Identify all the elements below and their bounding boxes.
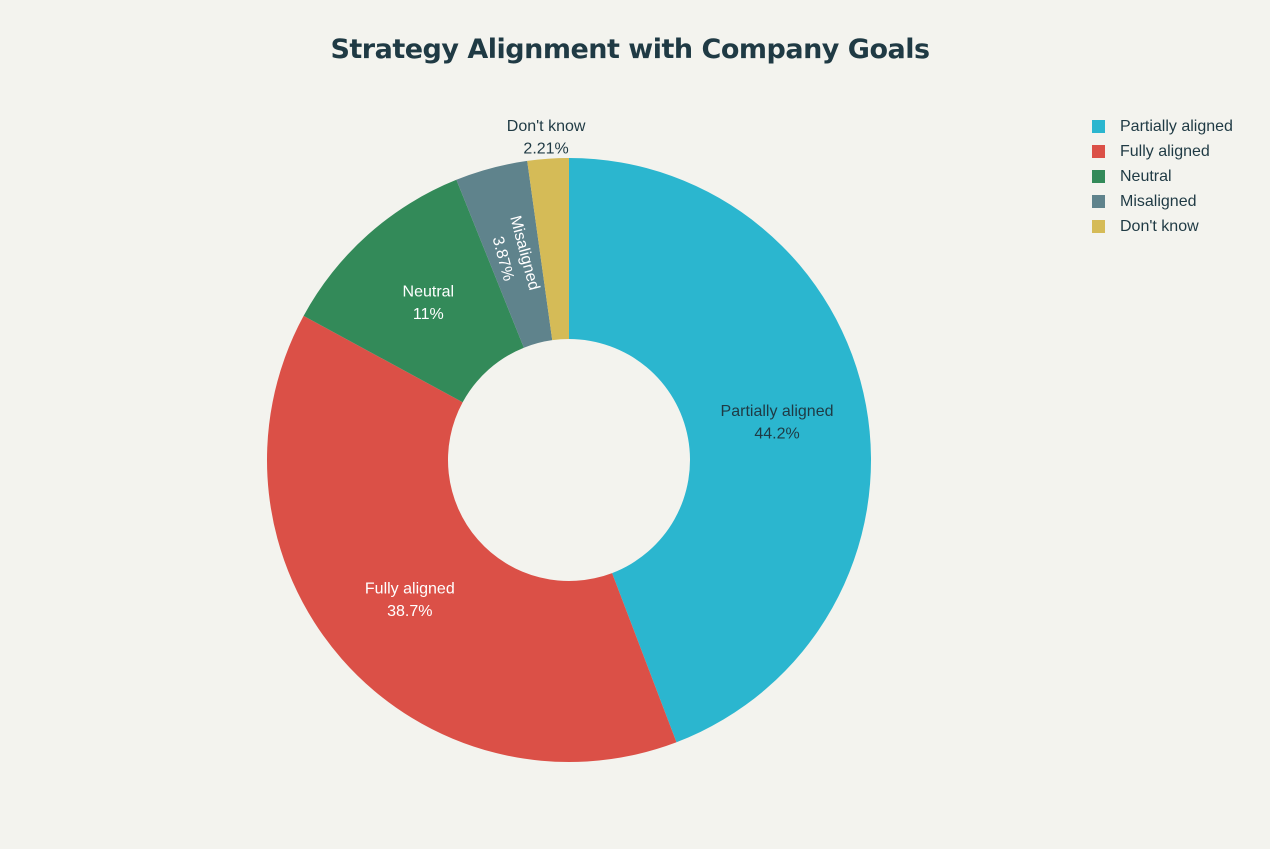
legend-label: Neutral xyxy=(1120,167,1172,185)
slice-label-fully-aligned: Fully aligned 38.7% xyxy=(365,581,455,620)
slice-label-neutral: Neutral 11% xyxy=(403,283,455,322)
slice-label-don-t-know: Don't know 2.21% xyxy=(507,118,586,157)
legend-item-partially-aligned[interactable]: Partially aligned xyxy=(1092,114,1233,139)
legend-swatch xyxy=(1092,170,1105,183)
legend-label: Don't know xyxy=(1120,217,1199,235)
slice-label-category: Partially aligned xyxy=(721,403,834,420)
legend-label: Fully aligned xyxy=(1120,142,1210,160)
legend-label: Partially aligned xyxy=(1120,117,1233,135)
chart-title: Strategy Alignment with Company Goals xyxy=(330,34,930,65)
legend-item-don-t-know[interactable]: Don't know xyxy=(1092,214,1233,239)
slice-label-value: 44.2% xyxy=(754,426,799,443)
slice-label-category: Don't know xyxy=(507,118,586,135)
slice-label-value: 2.21% xyxy=(523,141,568,158)
legend-swatch xyxy=(1092,145,1105,158)
slice-label-value: 38.7% xyxy=(387,603,432,620)
legend-item-neutral[interactable]: Neutral xyxy=(1092,164,1233,189)
slice-don-t-know xyxy=(527,158,569,341)
slice-fully-aligned xyxy=(266,315,677,763)
legend: Partially aligned Fully aligned Neutral Mis… xyxy=(1092,114,1233,239)
slice-label-partially-aligned: Partially aligned 44.2% xyxy=(721,403,834,442)
legend-item-fully-aligned[interactable]: Fully aligned xyxy=(1092,139,1233,164)
legend-swatch xyxy=(1092,120,1105,133)
donut-slices xyxy=(266,158,872,763)
slice-neutral xyxy=(303,179,524,403)
slice-label-category: Neutral xyxy=(403,283,455,300)
legend-swatch xyxy=(1092,220,1105,233)
legend-item-misaligned[interactable]: Misaligned xyxy=(1092,189,1233,214)
slice-label-value: 11% xyxy=(413,306,444,323)
slice-misaligned xyxy=(456,160,553,348)
slice-partially-aligned xyxy=(569,158,872,743)
slice-label-category: Fully aligned xyxy=(365,581,455,598)
legend-swatch xyxy=(1092,195,1105,208)
legend-label: Misaligned xyxy=(1120,192,1197,210)
